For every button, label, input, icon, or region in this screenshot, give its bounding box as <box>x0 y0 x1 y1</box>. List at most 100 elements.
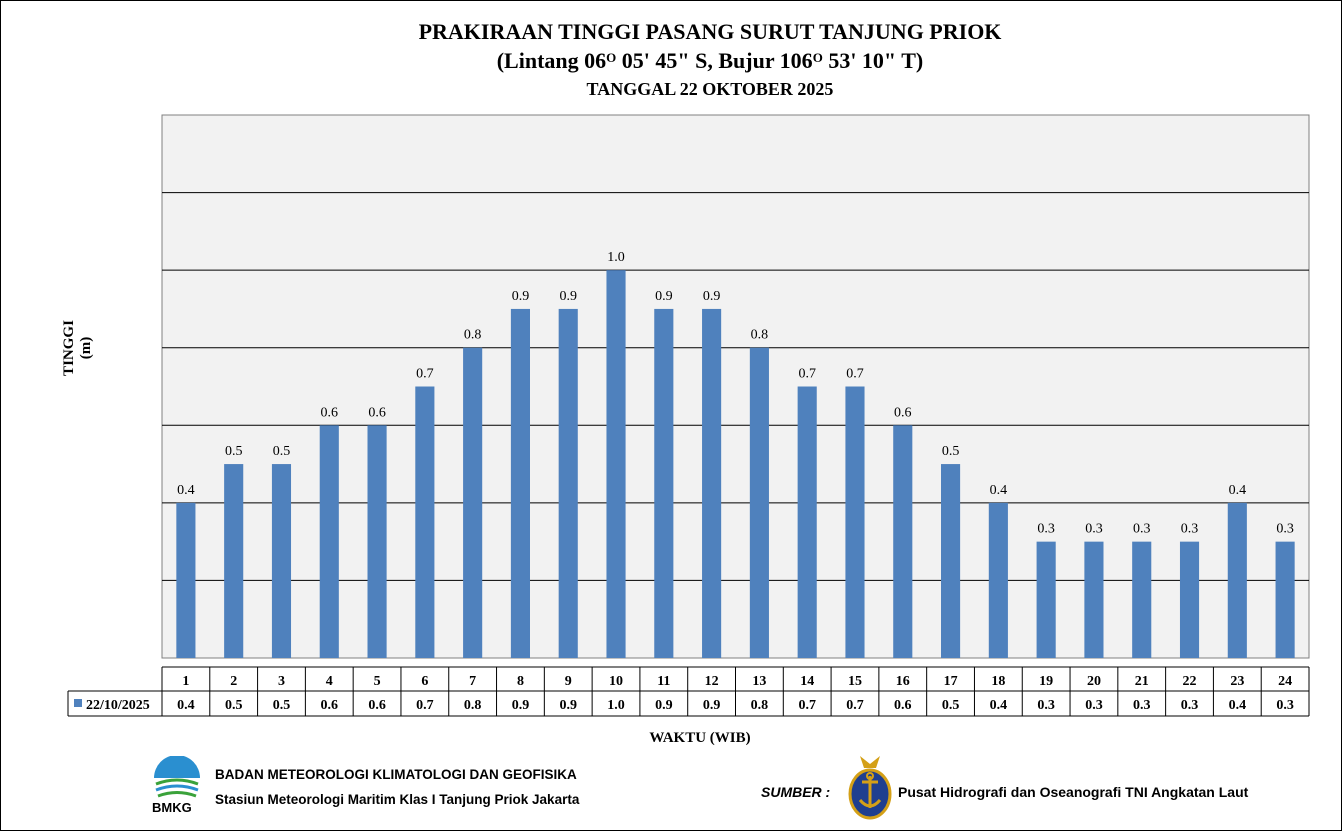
bar <box>845 386 865 658</box>
data-label: 0.8 <box>751 328 769 343</box>
table-value: 0.9 <box>703 698 721 713</box>
table-value: 0.6 <box>368 698 386 713</box>
data-label: 0.6 <box>321 405 339 420</box>
bar <box>749 347 769 658</box>
x-tick-label: 2 <box>230 674 237 689</box>
navy-hydrography-emblem-icon <box>848 756 892 820</box>
table-value: 1.0 <box>607 698 625 713</box>
data-label: 0.4 <box>990 483 1008 498</box>
table-value: 0.5 <box>942 698 960 713</box>
data-label: 0.6 <box>368 405 386 420</box>
data-label: 0.7 <box>798 367 816 382</box>
x-tick-label: 1 <box>182 674 189 689</box>
legend-label: 22/10/2025 <box>86 698 150 713</box>
data-label: 0.5 <box>942 444 960 459</box>
x-tick-label: 18 <box>991 674 1005 689</box>
bar <box>1084 541 1104 658</box>
x-tick-label: 7 <box>469 674 476 689</box>
table-value: 0.9 <box>512 698 530 713</box>
data-label: 1.0 <box>607 250 625 265</box>
table-value: 0.4 <box>177 698 195 713</box>
data-label: 0.9 <box>512 289 530 304</box>
x-tick-label: 16 <box>896 674 910 689</box>
x-axis-label: WAKTU (WIB) <box>649 730 751 746</box>
plot-area <box>161 114 1310 659</box>
bar <box>510 308 530 658</box>
chart-date: TANGGAL 22 OKTOBER 2025 <box>586 79 834 99</box>
bar <box>176 502 196 658</box>
source-label: SUMBER : <box>761 784 831 800</box>
x-tick-label: 13 <box>752 674 766 689</box>
table-value: 0.7 <box>416 698 434 713</box>
x-tick-label: 21 <box>1135 674 1149 689</box>
table-value: 0.3 <box>1181 698 1199 713</box>
bar <box>463 347 483 658</box>
data-label: 0.9 <box>655 289 673 304</box>
table-value: 0.6 <box>321 698 339 713</box>
data-label: 0.3 <box>1181 522 1199 537</box>
bar <box>319 425 339 658</box>
table-value: 0.8 <box>464 698 482 713</box>
x-tick-label: 17 <box>944 674 958 689</box>
x-tick-label: 22 <box>1183 674 1197 689</box>
bmkg-logo-icon <box>152 756 202 798</box>
table-value: 0.7 <box>846 698 864 713</box>
station-name: Stasiun Meteorologi Maritim Klas I Tanju… <box>215 792 580 807</box>
x-tick-label: 11 <box>657 674 670 689</box>
x-tick-label: 9 <box>565 674 572 689</box>
data-label: 0.3 <box>1133 522 1151 537</box>
bar <box>224 464 244 658</box>
x-tick-label: 3 <box>278 674 285 689</box>
table-value: 0.3 <box>1276 698 1294 713</box>
bar <box>1227 502 1247 658</box>
table-value: 0.9 <box>559 698 577 713</box>
bar <box>415 386 435 658</box>
legend-swatch <box>74 699 82 707</box>
data-label: 0.9 <box>703 289 721 304</box>
bar <box>893 425 913 658</box>
data-label: 0.4 <box>1229 483 1247 498</box>
data-label: 0.3 <box>1276 522 1294 537</box>
x-tick-label: 15 <box>848 674 862 689</box>
bar <box>271 464 292 658</box>
source-name: Pusat Hidrografi dan Oseanografi TNI Ang… <box>898 784 1249 800</box>
data-label: 0.5 <box>273 444 291 459</box>
x-tick-label: 24 <box>1278 674 1292 689</box>
x-tick-label: 10 <box>609 674 623 689</box>
table-value: 0.3 <box>1085 698 1103 713</box>
data-label: 0.9 <box>559 289 577 304</box>
table-value: 0.9 <box>655 698 673 713</box>
bar <box>1179 541 1200 658</box>
data-label: 0.8 <box>464 328 482 343</box>
bar <box>1036 541 1056 658</box>
data-label: 0.3 <box>1037 522 1055 537</box>
organization-name: BADAN METEOROLOGI KLIMATOLOGI DAN GEOFIS… <box>215 767 577 782</box>
bar <box>988 502 1008 658</box>
table-value: 0.5 <box>273 698 291 713</box>
data-label: 0.7 <box>416 367 434 382</box>
x-tick-label: 6 <box>421 674 428 689</box>
table-value: 0.6 <box>894 698 912 713</box>
bmkg-logo-text: BMKG <box>152 800 192 815</box>
data-label: 0.6 <box>894 405 912 420</box>
x-tick-label: 23 <box>1230 674 1244 689</box>
table-value: 0.3 <box>1037 698 1055 713</box>
bar <box>367 425 387 658</box>
data-label: 0.3 <box>1085 522 1103 537</box>
bar <box>797 386 817 658</box>
x-tick-label: 8 <box>517 674 524 689</box>
chart-subtitle-coordinates: (Lintang 06O 05' 45" S, Bujur 106O 53' 1… <box>496 48 924 73</box>
bar <box>702 308 722 658</box>
data-label: 0.7 <box>846 367 864 382</box>
x-tick-label: 20 <box>1087 674 1101 689</box>
bar <box>941 464 961 658</box>
bar <box>606 270 626 658</box>
data-label: 0.4 <box>177 483 195 498</box>
table-value: 0.5 <box>225 698 243 713</box>
bar <box>1275 541 1295 658</box>
x-tick-label: 14 <box>800 674 814 689</box>
x-tick-label: 5 <box>374 674 381 689</box>
bar <box>654 308 674 658</box>
bar <box>1132 541 1152 658</box>
bar <box>558 308 578 658</box>
